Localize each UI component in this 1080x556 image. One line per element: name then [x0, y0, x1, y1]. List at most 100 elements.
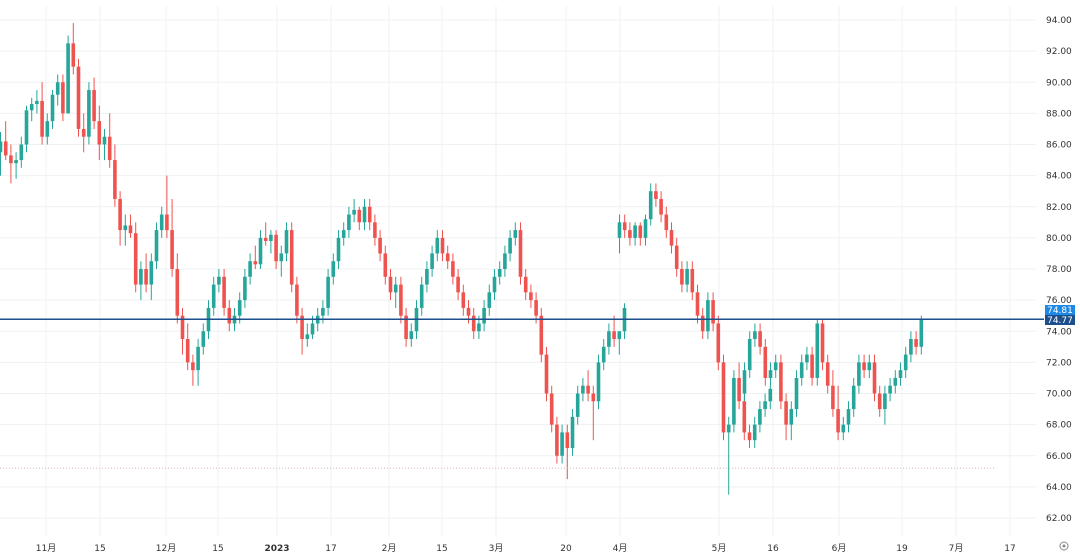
x-tick-label: 6月 — [832, 543, 847, 554]
candle-body — [560, 432, 564, 456]
candle-body — [409, 331, 414, 340]
candle-body — [497, 269, 502, 277]
candle-body — [742, 401, 747, 433]
candle-body — [518, 230, 523, 277]
candle-body — [716, 323, 721, 363]
x-tick-label: 11月 — [36, 543, 56, 554]
candle-body — [726, 424, 731, 433]
candle-body — [170, 230, 174, 269]
candle-body — [669, 230, 674, 246]
candle-body — [841, 424, 846, 433]
y-tick-label: 70.00 — [1046, 390, 1072, 400]
candle-body — [461, 292, 466, 308]
candle-body — [862, 362, 866, 371]
candle-body — [752, 424, 757, 441]
candles-layer — [0, 23, 924, 495]
candle-body — [399, 284, 403, 316]
settings-icon[interactable] — [1059, 541, 1069, 551]
candle-body — [758, 409, 762, 425]
candle-body — [471, 315, 476, 332]
candle-body — [664, 214, 669, 231]
candle-body — [591, 393, 596, 402]
candle-body — [601, 346, 606, 363]
candle-body — [654, 191, 658, 199]
candle-body — [321, 307, 325, 316]
candle-body — [503, 253, 507, 269]
candle-body — [217, 276, 221, 285]
x-tick-label: 15 — [436, 544, 447, 554]
x-tick-label: 3月 — [489, 543, 504, 554]
y-tick-label: 80.00 — [1046, 234, 1072, 244]
y-tick-label: 74.00 — [1046, 327, 1072, 337]
candle-body — [685, 269, 689, 285]
candle-body — [284, 230, 289, 254]
candle-body — [227, 307, 232, 324]
x-tick-label: 16 — [767, 544, 779, 554]
candle-body — [482, 307, 486, 324]
candle-body — [165, 214, 169, 231]
candle-body — [836, 409, 840, 433]
candle-body — [191, 362, 195, 371]
candle-body — [326, 276, 330, 308]
candle-body — [19, 144, 24, 161]
candle-body — [336, 237, 341, 262]
price-badge — [1045, 315, 1075, 325]
candle-body — [175, 269, 180, 316]
x-tick-label: 15 — [94, 544, 105, 554]
candle-body — [3, 141, 8, 156]
y-tick-label: 76.00 — [1046, 296, 1072, 306]
candle-body — [35, 100, 39, 105]
candle-body — [222, 276, 226, 308]
candle-body — [149, 261, 154, 285]
candle-body — [113, 160, 117, 199]
candle-body — [888, 385, 892, 394]
price-badge — [1045, 305, 1075, 315]
candle-body — [898, 370, 903, 378]
candle-body — [789, 409, 794, 425]
candle-body — [711, 300, 715, 324]
candle-body — [24, 110, 29, 145]
candle-body — [123, 225, 128, 231]
candle-body — [867, 362, 872, 371]
x-tick-label: 17 — [325, 544, 336, 554]
candle-body — [909, 339, 913, 355]
candle-body — [523, 276, 528, 293]
candle-body — [456, 276, 460, 293]
y-tick-label: 66.00 — [1046, 452, 1072, 462]
candle-body — [638, 225, 643, 238]
candle-body — [196, 346, 200, 371]
candle-body — [289, 230, 294, 285]
candle-body — [76, 66, 81, 129]
candle-body — [596, 362, 601, 402]
candle-body — [648, 191, 653, 220]
candle-body — [300, 315, 304, 340]
y-axis: 94.00 92.00 90.00 88.00 86.00 84.00 82.00 80.00… — [1046, 16, 1072, 524]
candle-body — [97, 121, 102, 145]
candle-body — [201, 331, 206, 347]
candle-body — [295, 284, 299, 316]
candle-body — [404, 315, 408, 340]
candle-body — [435, 237, 440, 254]
x-tick-label: 17 — [1004, 544, 1015, 554]
candle-body — [378, 237, 382, 254]
candle-body — [393, 284, 398, 293]
candle-body — [872, 362, 877, 394]
candle-body — [279, 253, 284, 262]
y-tick-label: 88.00 — [1046, 109, 1072, 119]
x-tick-label: 7月 — [949, 543, 964, 554]
candle-body — [352, 209, 356, 215]
candle-body — [347, 214, 351, 231]
candle-body — [586, 385, 590, 394]
candle-body — [102, 136, 107, 145]
candle-body — [154, 230, 159, 262]
overlay-lines — [0, 318, 1044, 469]
candle-body — [799, 362, 804, 378]
candle-body — [513, 230, 518, 238]
y-tick-label: 86.00 — [1046, 141, 1072, 151]
candle-body — [14, 160, 18, 164]
candle-body — [555, 424, 559, 456]
grid-lines — [0, 6, 1036, 536]
candle-body — [919, 318, 924, 347]
candle-body — [9, 155, 13, 164]
